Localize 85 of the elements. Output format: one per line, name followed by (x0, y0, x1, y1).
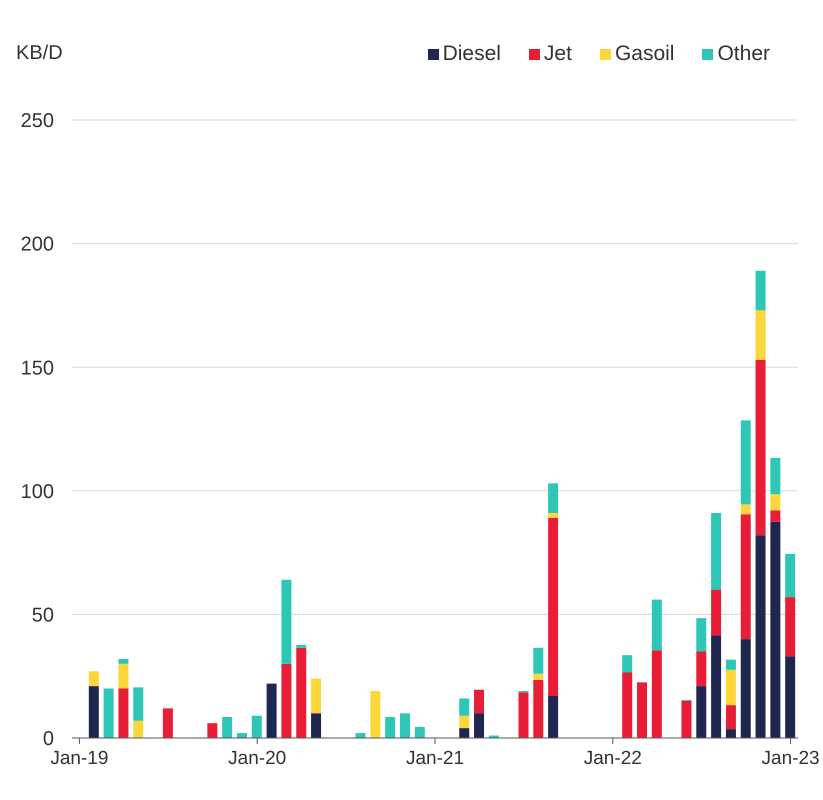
bar (236, 733, 247, 738)
bar (474, 713, 484, 738)
x-tick-label: Jan-23 (762, 748, 820, 769)
bar (281, 580, 292, 664)
bar (711, 590, 722, 636)
bar (756, 360, 766, 536)
bar (756, 535, 766, 738)
legend-label: Other (717, 42, 770, 65)
bar (296, 644, 306, 648)
bar (296, 648, 306, 738)
bar (622, 672, 632, 738)
bar (726, 705, 736, 730)
bar (726, 670, 736, 706)
bar (770, 458, 780, 494)
bar (740, 420, 751, 504)
x-tick-label: Jan-20 (228, 748, 286, 769)
bar (88, 671, 99, 686)
y-tick-label: 100 (20, 480, 54, 503)
y-axis-title: KB/D (16, 42, 63, 65)
bar (370, 691, 380, 738)
bar (785, 554, 796, 598)
bar (785, 597, 796, 656)
bar (696, 618, 706, 652)
legend-label: Jet (544, 42, 572, 65)
y-tick-label: 200 (20, 234, 54, 256)
bar (681, 700, 692, 738)
y-tick-label: 0 (42, 728, 54, 750)
bar (622, 655, 632, 672)
bar (740, 514, 751, 640)
bar (118, 688, 128, 738)
bar (652, 600, 662, 650)
bar (740, 639, 751, 738)
y-tick-label: 150 (20, 357, 54, 380)
bar (740, 504, 751, 514)
legend-label: Gasoil (614, 42, 674, 65)
bar (118, 658, 128, 664)
bar (459, 716, 470, 728)
bar (548, 483, 558, 514)
bar (785, 656, 796, 738)
bar (311, 713, 322, 738)
bar (222, 716, 232, 738)
bar (696, 686, 706, 738)
y-tick-label: 50 (32, 604, 54, 626)
bar (518, 692, 528, 738)
x-tick-label: Jan-22 (584, 748, 642, 769)
legend-label: Diesel (442, 42, 501, 65)
bar (711, 513, 722, 590)
x-tick-label: Jan-19 (50, 748, 108, 769)
bar (133, 687, 144, 721)
bar (207, 723, 218, 738)
bar (756, 270, 766, 310)
bar (533, 648, 544, 674)
bar (533, 680, 544, 738)
bar (104, 688, 114, 738)
x-tick-label: Jan-21 (406, 748, 464, 769)
bar (311, 678, 322, 714)
bar (356, 733, 366, 738)
bar (548, 696, 558, 738)
y-tick-label: 250 (20, 110, 54, 132)
bar (118, 664, 128, 689)
bar (459, 698, 470, 716)
bar (162, 708, 173, 738)
bar (385, 716, 396, 738)
bar (266, 684, 277, 738)
bar (770, 522, 780, 738)
bar (414, 726, 425, 738)
bar (711, 635, 722, 738)
bar (88, 686, 99, 738)
bar (459, 728, 470, 738)
bar (133, 720, 144, 738)
bar (726, 660, 736, 670)
bar (756, 310, 766, 360)
bar (726, 729, 736, 738)
bar (548, 518, 558, 696)
bar (281, 664, 292, 738)
bar (652, 650, 662, 738)
bar (770, 510, 780, 522)
bar (400, 713, 410, 738)
bar (252, 716, 262, 738)
bar (533, 674, 544, 680)
bar (474, 690, 484, 714)
bar (548, 513, 558, 518)
bar (770, 494, 780, 510)
bar (696, 651, 706, 686)
bar (637, 682, 648, 738)
